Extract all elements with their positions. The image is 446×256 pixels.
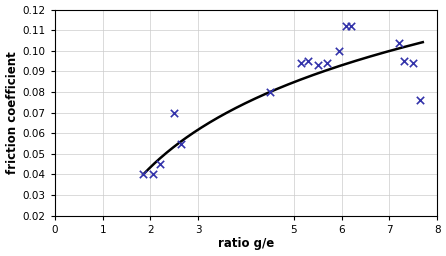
Point — [171, 111, 178, 115]
Point — [266, 90, 273, 94]
Point — [410, 61, 417, 65]
Point — [335, 49, 343, 53]
Point — [140, 172, 147, 176]
Point — [305, 59, 312, 63]
Point — [297, 61, 305, 65]
Y-axis label: friction coefficient: friction coefficient — [5, 51, 19, 174]
Point — [149, 172, 157, 176]
Point — [417, 98, 424, 102]
X-axis label: ratio g/e: ratio g/e — [218, 238, 274, 250]
Point — [314, 63, 321, 67]
Point — [400, 59, 407, 63]
Point — [343, 24, 350, 28]
Point — [395, 40, 402, 45]
Point — [324, 61, 331, 65]
Point — [157, 162, 164, 166]
Point — [178, 142, 185, 146]
Point — [347, 24, 355, 28]
